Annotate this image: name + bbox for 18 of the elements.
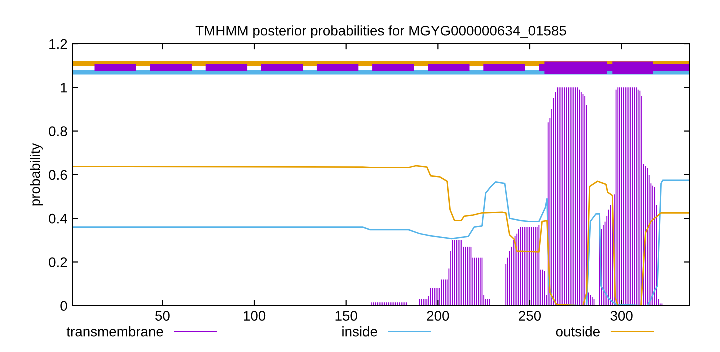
y-tick-label: 0.2	[49, 258, 68, 268]
y-tick-label: 0.8	[49, 126, 68, 136]
y-tick-label: 1	[61, 83, 68, 93]
y-tick-label: 0.4	[49, 214, 68, 224]
y-tick-label: 0	[60, 301, 68, 312]
y-tick-label: 0.6	[49, 170, 68, 180]
x-tick-label: 100	[244, 311, 266, 321]
x-tick-label: 200	[427, 311, 450, 321]
x-tick-label: 300	[610, 311, 633, 321]
chart-title: TMHMM posterior probabilities for MGYG000000634_01585	[196, 26, 566, 39]
x-tick-label: 250	[519, 311, 542, 321]
legend-label: outside	[556, 326, 600, 337]
y-tick-label: 1.2	[50, 39, 68, 50]
x-tick-label: 50	[156, 311, 170, 321]
legend-label: inside	[342, 326, 378, 337]
x-tick-label: 150	[336, 311, 358, 321]
y-axis-title: probability	[30, 143, 43, 206]
legend-label: transmembrane	[66, 326, 164, 337]
